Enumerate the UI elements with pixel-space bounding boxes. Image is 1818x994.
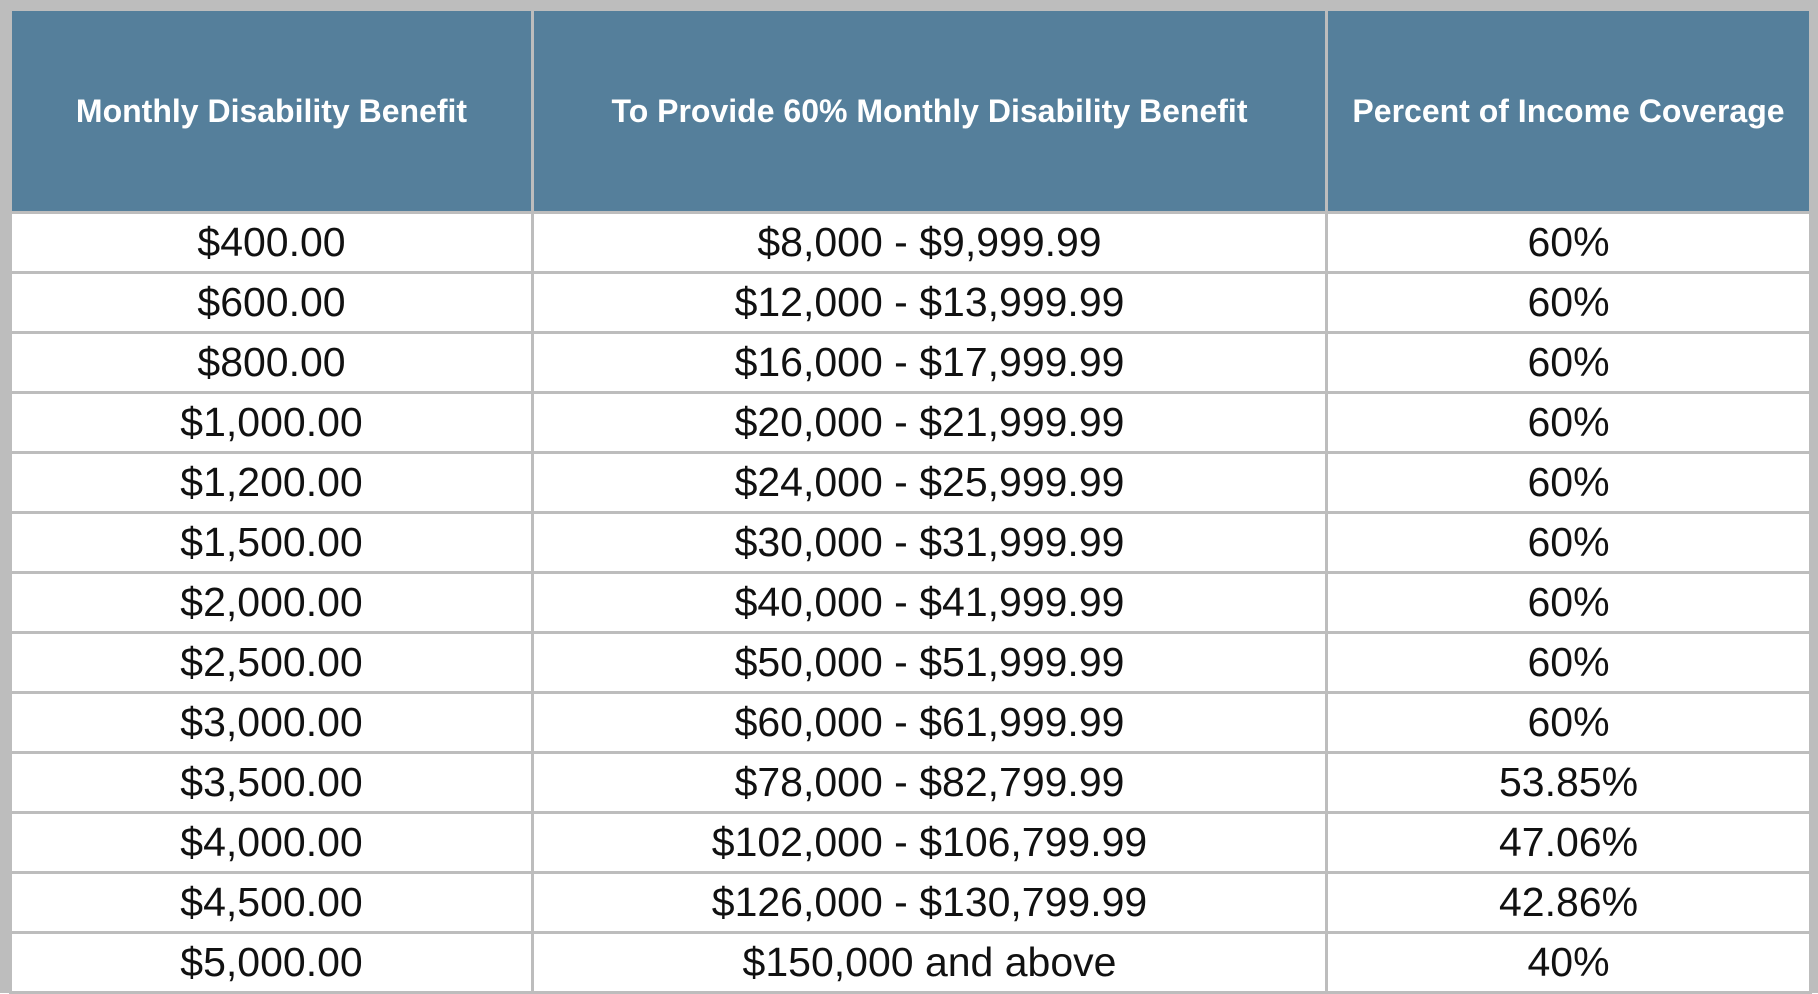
- table-row: $600.00 $12,000 - $13,999.99 60%: [9, 271, 1812, 334]
- table-cell: $24,000 - $25,999.99: [531, 451, 1328, 514]
- table-cell: $800.00: [9, 331, 534, 394]
- table-row: $4,000.00 $102,000 - $106,799.99 47.06%: [9, 811, 1812, 874]
- table-row: $1,200.00 $24,000 - $25,999.99 60%: [9, 451, 1812, 514]
- table-cell: $60,000 - $61,999.99: [531, 691, 1328, 754]
- table-cell: $4,500.00: [9, 871, 534, 934]
- table-cell: $2,000.00: [9, 571, 534, 634]
- table-cell: $5,000.00: [9, 931, 534, 994]
- table-header: Monthly Disability Benefit To Provide 60…: [9, 8, 1812, 214]
- table-row: $800.00 $16,000 - $17,999.99 60%: [9, 331, 1812, 394]
- table-row: $3,500.00 $78,000 - $82,799.99 53.85%: [9, 751, 1812, 814]
- table-cell: $30,000 - $31,999.99: [531, 511, 1328, 574]
- table-cell: $1,000.00: [9, 391, 534, 454]
- table-cell: $40,000 - $41,999.99: [531, 571, 1328, 634]
- header-cell: Percent of Income Coverage: [1325, 8, 1812, 214]
- table-cell: $400.00: [9, 211, 534, 274]
- table-cell: $600.00: [9, 271, 534, 334]
- table-row: $400.00 $8,000 - $9,999.99 60%: [9, 211, 1812, 274]
- table-row: $1,500.00 $30,000 - $31,999.99 60%: [9, 511, 1812, 574]
- table-cell: $8,000 - $9,999.99: [531, 211, 1328, 274]
- table-row: $2,500.00 $50,000 - $51,999.99 60%: [9, 631, 1812, 694]
- table-row: $5,000.00 $150,000 and above 40%: [9, 931, 1812, 994]
- header-cell: To Provide 60% Monthly Disability Benefi…: [531, 8, 1328, 214]
- table-cell: $50,000 - $51,999.99: [531, 631, 1328, 694]
- table-cell: 60%: [1325, 631, 1812, 694]
- table-row: $1,000.00 $20,000 - $21,999.99 60%: [9, 391, 1812, 454]
- table-cell: $3,000.00: [9, 691, 534, 754]
- table-cell: 42.86%: [1325, 871, 1812, 934]
- header-row: Monthly Disability Benefit To Provide 60…: [9, 8, 1812, 214]
- table-cell: $12,000 - $13,999.99: [531, 271, 1328, 334]
- table-cell: 60%: [1325, 391, 1812, 454]
- table-cell: 47.06%: [1325, 811, 1812, 874]
- table-cell: 60%: [1325, 451, 1812, 514]
- table-cell: $16,000 - $17,999.99: [531, 331, 1328, 394]
- table-cell: 60%: [1325, 331, 1812, 394]
- benefit-table: Monthly Disability Benefit To Provide 60…: [9, 8, 1812, 994]
- table-cell: $78,000 - $82,799.99: [531, 751, 1328, 814]
- table-cell: $150,000 and above: [531, 931, 1328, 994]
- table-cell: 60%: [1325, 691, 1812, 754]
- header-cell: Monthly Disability Benefit: [9, 8, 534, 214]
- table-cell: 60%: [1325, 511, 1812, 574]
- table-cell: $2,500.00: [9, 631, 534, 694]
- table-cell: $102,000 - $106,799.99: [531, 811, 1328, 874]
- table-row: $3,000.00 $60,000 - $61,999.99 60%: [9, 691, 1812, 754]
- table-cell: $1,500.00: [9, 511, 534, 574]
- table-cell: 53.85%: [1325, 751, 1812, 814]
- table-cell: 60%: [1325, 271, 1812, 334]
- table-cell: $3,500.00: [9, 751, 534, 814]
- table-cell: $126,000 - $130,799.99: [531, 871, 1328, 934]
- table-body: $400.00 $8,000 - $9,999.99 60% $600.00 $12,0…: [9, 211, 1812, 994]
- table-cell: $4,000.00: [9, 811, 534, 874]
- table-row: $2,000.00 $40,000 - $41,999.99 60%: [9, 571, 1812, 634]
- table-cell: $1,200.00: [9, 451, 534, 514]
- table-cell: $20,000 - $21,999.99: [531, 391, 1328, 454]
- table-cell: 40%: [1325, 931, 1812, 994]
- table-cell: 60%: [1325, 211, 1812, 274]
- table-cell: 60%: [1325, 571, 1812, 634]
- table-row: $4,500.00 $126,000 - $130,799.99 42.86%: [9, 871, 1812, 934]
